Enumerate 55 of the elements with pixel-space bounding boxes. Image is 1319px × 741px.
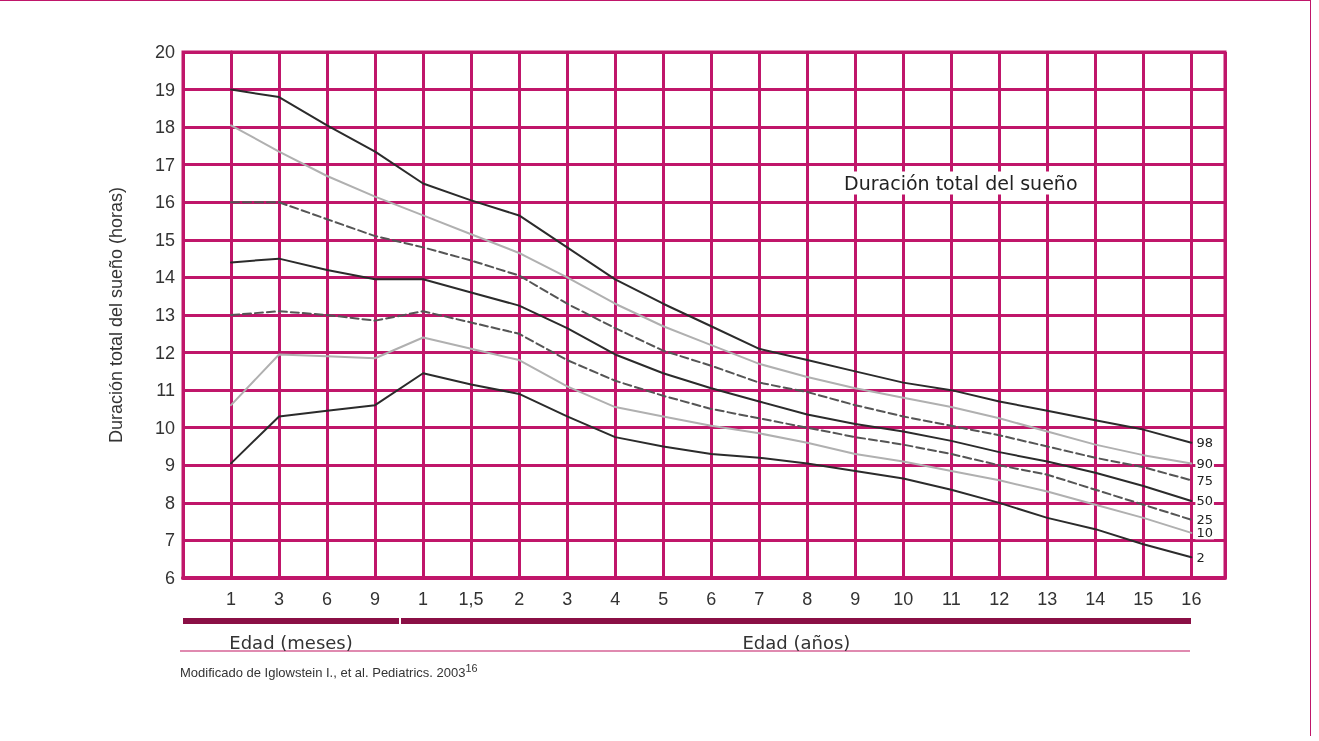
x-tick-label: 1 — [418, 589, 429, 609]
text: Modificado de Iglowstein I., et al. Pediatrics. 2003$^{16}$ — [180, 662, 478, 681]
x-tick-label: 4 — [610, 589, 621, 609]
line-series — [230, 372, 1193, 559]
x-tick-label: 11 — [941, 589, 961, 609]
line-series — [230, 336, 1193, 534]
series-label: 98 — [1196, 435, 1213, 451]
y-tick-label: 14 — [154, 267, 175, 288]
line-series — [230, 124, 1193, 465]
x-tick-label: 10 — [893, 589, 914, 609]
x-tick-label: 3 — [274, 589, 285, 609]
series-label: 25 — [1196, 512, 1213, 528]
x-tick-label: 15 — [1133, 589, 1154, 609]
series-label: 75 — [1196, 472, 1213, 488]
y-tick-label: 9 — [164, 455, 175, 476]
x-tick-label: 9 — [850, 589, 861, 609]
series-label: 2 — [1196, 549, 1205, 565]
x-tick-label: 1 — [226, 589, 237, 609]
x-tick-label: 6 — [322, 589, 333, 609]
x-tick-label: 5 — [658, 589, 669, 609]
y-tick-label: 13 — [154, 305, 175, 325]
y-tick-label: 12 — [154, 342, 175, 363]
line-series — [230, 201, 1193, 482]
y-tick-label: 15 — [154, 229, 175, 250]
x-tick-label: 6 — [706, 589, 717, 609]
y-tick-label: 18 — [154, 117, 175, 138]
x-tick-label: 14 — [1085, 589, 1106, 609]
y-axis-title: Duración total del sueño (horas) — [106, 186, 126, 444]
series-label: 10 — [1196, 525, 1213, 541]
x-tick-label: 12 — [989, 589, 1010, 609]
y-tick-label: 10 — [154, 417, 175, 438]
annotation: Duración total del sueño — [844, 172, 1078, 194]
x-tick-label: 2 — [514, 589, 525, 609]
x-tick-label: 7 — [754, 589, 765, 609]
y-tick-label: 6 — [164, 568, 175, 588]
y-tick-label: 20 — [154, 42, 175, 62]
y-tick-label: 19 — [154, 79, 175, 100]
line-series — [230, 257, 1193, 502]
y-tick-label: 11 — [156, 380, 175, 401]
text: Edad (años) — [742, 632, 851, 653]
line-series — [230, 310, 1193, 521]
y-tick-label: 17 — [154, 154, 175, 175]
y-tick-label: 7 — [164, 530, 175, 551]
x-tick-label: 1,5 — [458, 589, 484, 609]
x-tick-label: 9 — [370, 589, 381, 609]
x-tick-label: 13 — [1037, 589, 1058, 609]
y-tick-label: 8 — [164, 492, 175, 513]
x-tick-label: 16 — [1181, 589, 1202, 609]
text: Edad (meses) — [229, 632, 353, 653]
line-series — [230, 88, 1193, 444]
x-tick-label: 3 — [562, 589, 573, 609]
series-label: 50 — [1196, 493, 1213, 509]
series-label: 90 — [1196, 455, 1213, 471]
y-tick-label: 16 — [154, 192, 175, 213]
x-tick-label: 8 — [802, 589, 813, 609]
